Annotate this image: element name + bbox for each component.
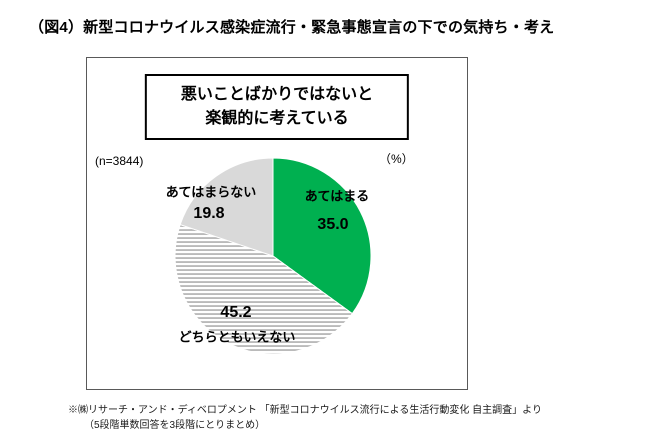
- pie-slice-2: [179, 157, 274, 257]
- footnote-line-1: ※㈱リサーチ・アンド・ディベロプメント 「新型コロナウイルス流行による生活行動変…: [68, 405, 542, 416]
- pie-slice-1: [174, 223, 353, 355]
- chart-callout-box: 悪いことばかりではないと 楽観的に考えている: [144, 74, 410, 140]
- unit-label: （%）: [379, 152, 414, 166]
- sample-size-label: (n=3844): [95, 154, 144, 168]
- slice-value-atehamaranai: 19.8: [193, 205, 225, 222]
- chart-frame: 悪いことばかりではないと 楽観的に考えている (n=3844) （%） あてはま…: [86, 57, 468, 390]
- slice-label-atehamaru: あてはまる: [304, 188, 370, 204]
- callout-line-2: 楽観的に考えている: [205, 110, 349, 127]
- slice-value-atehamaru: 35.0: [317, 216, 349, 233]
- footnote-line-2: （5段階単数回答を3段階にとりまとめ）: [84, 420, 266, 431]
- slice-label-atehamaranai: あてはまらない: [165, 184, 257, 200]
- slice-value-dochira: 45.2: [220, 304, 252, 321]
- pie-chart: [174, 157, 372, 355]
- slice-label-dochira: どちらともいえない: [178, 329, 296, 345]
- page-title: （図4）新型コロナウイルス感染症流行・緊急事態宣言の下での気持ち・考え: [29, 19, 555, 36]
- callout-line-1: 悪いことばかりではないと: [180, 86, 374, 103]
- pie-slice-0: [272, 157, 372, 315]
